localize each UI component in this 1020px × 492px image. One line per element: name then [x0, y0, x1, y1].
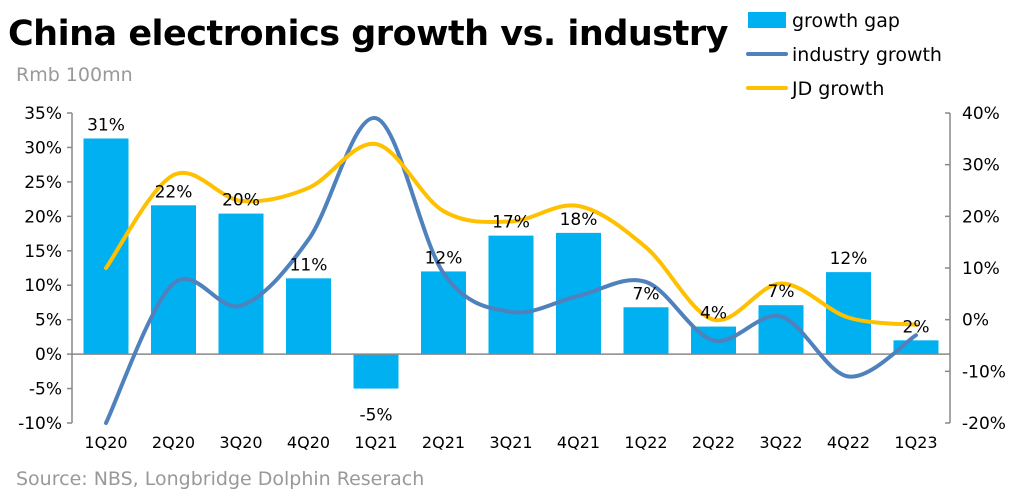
data-label: 31%	[87, 115, 125, 135]
bar	[623, 307, 669, 355]
right-tick-label: 0%	[962, 311, 989, 331]
x-tick-label: 1Q20	[84, 433, 127, 452]
x-tick-label: 4Q20	[287, 433, 330, 452]
left-tick-label: 0%	[35, 345, 62, 365]
legend-label: industry growth	[792, 44, 942, 66]
bar	[421, 271, 466, 355]
x-tick-label: 3Q21	[489, 433, 532, 452]
x-tick-label: 3Q20	[219, 433, 262, 452]
x-tick-label: 1Q23	[894, 433, 937, 452]
x-tick-label: 2Q21	[422, 433, 465, 452]
data-label: 20%	[222, 191, 260, 211]
legend-swatch	[748, 12, 786, 28]
bar	[286, 278, 331, 355]
right-tick-label: -10%	[962, 362, 1006, 382]
bar	[758, 305, 804, 355]
x-tick-label: 3Q22	[759, 433, 802, 452]
right-tick-label: 20%	[962, 207, 1000, 227]
data-label: 17%	[492, 213, 530, 233]
x-tick-label: 2Q20	[152, 433, 195, 452]
data-label: 2%	[903, 317, 930, 337]
left-tick-label: -10%	[18, 414, 62, 434]
chart-source: Source: NBS, Longbridge Dolphin Reserach	[16, 468, 425, 490]
data-label: 12%	[425, 248, 463, 268]
data-label: 22%	[155, 182, 193, 202]
right-tick-label: 30%	[962, 156, 1000, 176]
left-tick-label: 35%	[24, 104, 62, 124]
left-tick-label: 30%	[24, 138, 62, 158]
x-tick-label: 1Q21	[354, 433, 397, 452]
data-label: -5%	[359, 406, 392, 426]
bar	[556, 232, 601, 355]
chart-subtitle: Rmb 100mn	[16, 64, 133, 86]
left-tick-label: 5%	[35, 311, 62, 331]
x-tick-label: 1Q22	[624, 433, 667, 452]
right-tick-label: 10%	[962, 259, 1000, 279]
right-tick-label: -20%	[962, 414, 1006, 434]
left-tick-label: 10%	[24, 276, 62, 296]
left-tick-label: -5%	[29, 380, 62, 400]
x-tick-label: 4Q22	[827, 433, 870, 452]
data-label: 11%	[290, 255, 328, 275]
bar	[488, 235, 534, 355]
bar	[218, 213, 264, 355]
line-industry-growth	[104, 116, 918, 425]
x-tick-label: 2Q22	[692, 433, 735, 452]
left-tick-label: 15%	[24, 242, 62, 262]
bar	[353, 354, 399, 389]
legend-label: JD growth	[791, 78, 884, 100]
data-label: 4%	[700, 304, 727, 324]
line-JD-growth	[104, 141, 918, 327]
data-label: 18%	[560, 210, 598, 230]
data-label: 7%	[768, 282, 795, 302]
data-label: 12%	[830, 249, 868, 269]
right-tick-label: 40%	[962, 104, 1000, 124]
chart-title: China electronics growth vs. industry	[8, 14, 728, 54]
bar	[826, 272, 871, 355]
left-tick-label: 20%	[24, 207, 62, 227]
legend-label: growth gap	[792, 10, 900, 32]
data-label: 7%	[633, 284, 660, 304]
left-tick-label: 25%	[24, 173, 62, 193]
x-tick-label: 4Q21	[557, 433, 600, 452]
